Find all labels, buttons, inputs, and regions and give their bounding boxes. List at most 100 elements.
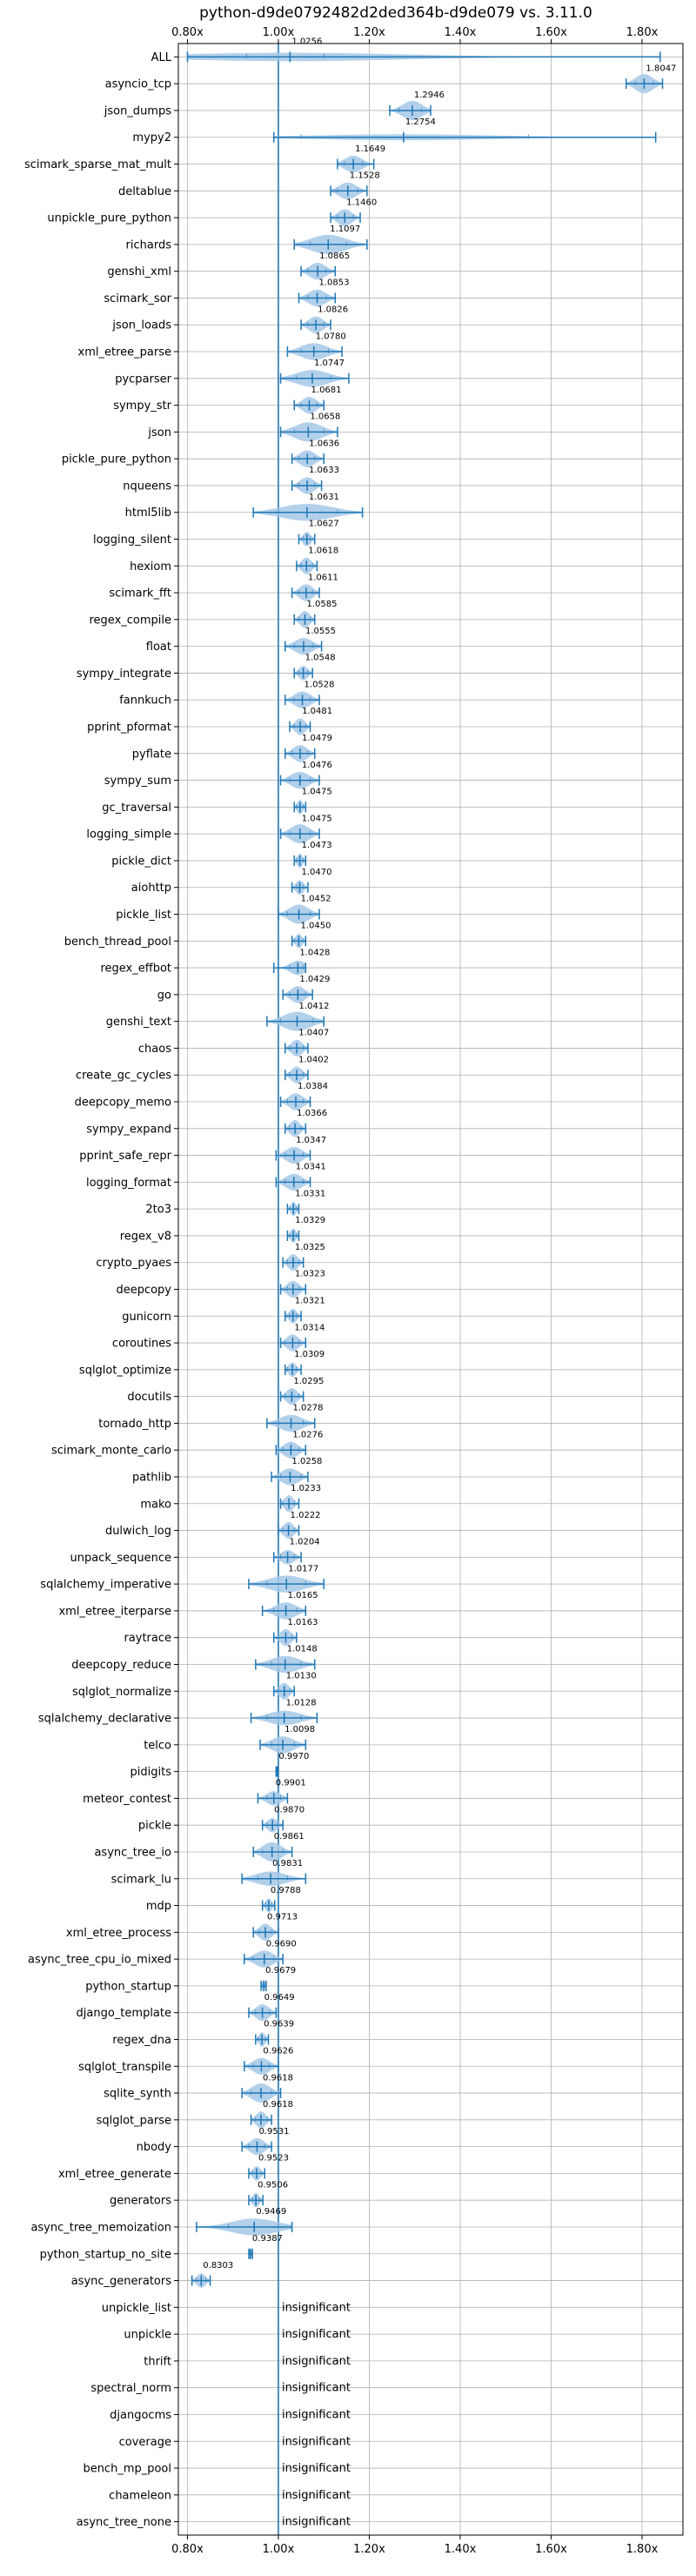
category-label: scimark_monte_carlo (51, 1445, 171, 1458)
value-label: 1.0276 (292, 1430, 323, 1439)
category-label: float (146, 641, 171, 654)
value-label: 1.0402 (298, 1055, 329, 1064)
category-label: mako (140, 1498, 171, 1511)
value-label: 1.0627 (309, 520, 339, 529)
category-label: sqlalchemy_declarative (38, 1713, 171, 1726)
value-label: 1.0130 (286, 1671, 317, 1680)
insignificant-label: insignificant (282, 2408, 351, 2421)
category-label: unpack_sequence (70, 1552, 171, 1565)
value-label: 1.0658 (310, 413, 340, 422)
category-label: deltablue (118, 185, 171, 198)
value-label: 1.0618 (308, 547, 338, 556)
category-label: raytrace (124, 1632, 171, 1645)
category-label: async_tree_cpu_io_mixed (28, 1954, 171, 1967)
category-label: aiohttp (131, 882, 171, 895)
category-label: ALL (151, 51, 172, 64)
category-label: hexiom (130, 560, 171, 574)
category-label: dulwich_log (105, 1525, 171, 1538)
value-label: 1.0585 (307, 600, 338, 609)
value-label: 1.0407 (298, 1029, 329, 1038)
value-label: 1.0165 (288, 1591, 318, 1600)
violin-layer (186, 51, 664, 2288)
category-label: richards (126, 238, 172, 252)
category-label: sympy_sum (104, 775, 171, 788)
category-label: async_tree_none (77, 2516, 171, 2529)
value-label: 1.0366 (297, 1109, 327, 1118)
category-label: sqlglot_optimize (79, 1364, 171, 1377)
value-label: 1.2754 (405, 117, 436, 127)
category-label: coverage (119, 2436, 171, 2449)
value-label: 0.9690 (266, 1939, 297, 1949)
category-label: sqlglot_transpile (78, 2061, 171, 2074)
category-label: scimark_sparse_mat_mult (24, 158, 171, 171)
value-label: 0.9861 (274, 1832, 304, 1841)
category-label: tornado_http (98, 1418, 171, 1431)
value-label: 1.0258 (291, 1457, 322, 1466)
value-label: 1.0853 (319, 278, 350, 288)
value-label: 1.1460 (346, 198, 377, 207)
x-tick-label-top: 1.00x (263, 26, 295, 39)
category-label: sympy_expand (86, 1123, 171, 1136)
value-label: 1.0865 (319, 252, 350, 261)
value-label: 1.0204 (290, 1538, 320, 1547)
category-label: html5lib (125, 506, 171, 520)
category-label: sqlalchemy_imperative (40, 1579, 171, 1592)
category-label: pyflate (132, 748, 171, 761)
value-label: 0.9788 (271, 1886, 301, 1895)
category-label: logging_format (86, 1177, 171, 1190)
insignificant-label: insignificant (282, 2301, 351, 2314)
category-label: deepcopy_memo (75, 1097, 171, 1110)
category-label: logging_silent (93, 533, 171, 547)
category-label: pprint_pformat (87, 721, 171, 735)
value-label: 0.9506 (258, 2180, 288, 2190)
category-label: sympy_integrate (77, 667, 171, 681)
value-label: 1.1528 (350, 171, 380, 181)
value-label: 1.0329 (295, 1216, 325, 1225)
category-label: pickle_pure_python (62, 453, 171, 466)
category-label: coroutines (112, 1338, 171, 1351)
value-label: 1.0321 (295, 1297, 325, 1306)
category-label: bench_thread_pool (64, 936, 171, 949)
x-tick-label-bottom: 1.40x (445, 2543, 477, 2556)
category-label: pprint_safe_repr (79, 1150, 171, 1163)
value-label: 0.9387 (252, 2234, 283, 2244)
value-label: 1.0295 (293, 1377, 324, 1386)
value-label: 1.0222 (291, 1511, 321, 1520)
category-label: regex_v8 (120, 1230, 171, 1243)
value-label: 1.0384 (298, 1082, 328, 1091)
value-label: 0.9649 (264, 1993, 295, 2002)
category-label: async_tree_io (94, 1846, 171, 1859)
value-label: 1.0278 (292, 1404, 323, 1413)
value-label: 1.0347 (296, 1136, 326, 1145)
value-label: 1.8047 (646, 64, 676, 73)
category-label: create_gc_cycles (76, 1070, 171, 1083)
category-label: gunicorn (122, 1311, 171, 1324)
category-label: sqlglot_normalize (72, 1686, 171, 1699)
category-label: regex_compile (89, 614, 171, 627)
insignificant-label: insignificant (282, 2328, 351, 2341)
value-label: 1.0452 (301, 895, 331, 904)
category-label: generators (110, 2195, 171, 2208)
category-label: xml_etree_process (66, 1927, 171, 1940)
category-label: sqlite_synth (104, 2088, 171, 2101)
value-label: 1.0475 (302, 788, 332, 797)
insignificant-label: insignificant (282, 2462, 351, 2475)
value-label: 1.0428 (299, 948, 330, 957)
category-label: unpickle (124, 2329, 171, 2342)
category-label: sqlglot_parse (97, 2114, 171, 2127)
value-label: 0.9469 (256, 2207, 286, 2217)
x-tick-label-bottom: 1.00x (263, 2543, 295, 2556)
category-label: sympy_str (113, 399, 171, 413)
value-label: 1.0177 (288, 1564, 318, 1573)
category-label: scimark_lu (111, 1873, 171, 1886)
value-label: 1.0233 (291, 1484, 321, 1493)
category-label: telco (144, 1739, 171, 1752)
category-label: asyncio_tcp (105, 78, 171, 91)
value-label: 1.0479 (302, 734, 332, 743)
category-label: djangocms (110, 2409, 171, 2422)
value-label: 1.0473 (302, 841, 332, 850)
value-label: 1.0475 (302, 814, 332, 823)
value-label: 0.9831 (272, 1859, 303, 1868)
category-label: genshi_xml (107, 265, 171, 278)
